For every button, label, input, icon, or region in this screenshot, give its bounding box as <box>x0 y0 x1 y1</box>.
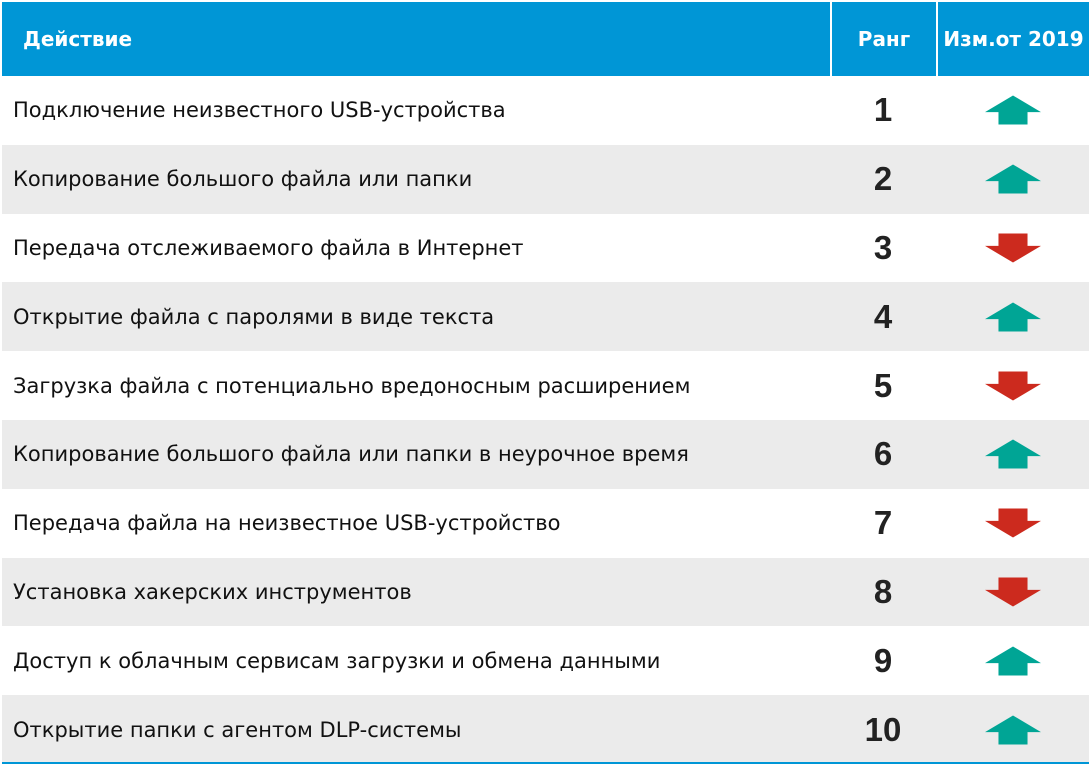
row-action: Загрузка файла с потенциально вредоносны… <box>13 373 691 398</box>
arrow-down-icon <box>984 233 1041 263</box>
arrow-down-icon <box>984 371 1041 401</box>
table-row: Загрузка файла с потенциально вредоносны… <box>2 351 1089 420</box>
row-action: Копирование большого файла или папки в н… <box>13 442 689 467</box>
arrow-up-icon <box>984 302 1041 332</box>
row-change <box>936 577 1089 607</box>
row-action: Передача файла на неизвестное USB-устрой… <box>13 511 561 536</box>
row-change <box>936 302 1089 332</box>
table-row: Открытие файла с паролями в виде текста 4 <box>2 282 1089 352</box>
row-rank: 7 <box>873 504 893 542</box>
row-action: Передача отслеживаемого файла в Интернет <box>13 235 524 260</box>
row-rank: 9 <box>873 641 893 679</box>
row-rank: 2 <box>873 160 893 198</box>
row-rank: 1 <box>873 91 893 129</box>
table-row: Открытие папки с агентом DLP-системы 10 <box>2 695 1089 764</box>
row-change <box>936 508 1089 538</box>
arrow-up-icon <box>984 715 1041 745</box>
table-row: Установка хакерских инструментов 8 <box>2 557 1089 627</box>
row-action: Установка хакерских инструментов <box>13 579 412 604</box>
row-action: Подключение неизвестного USB-устройства <box>13 98 506 123</box>
row-change <box>936 95 1089 125</box>
row-change <box>936 715 1089 745</box>
row-rank: 3 <box>873 228 893 266</box>
header-rank: Ранг <box>830 2 936 76</box>
row-change <box>936 371 1089 401</box>
row-action: Копирование большого файла или папки <box>13 167 473 192</box>
header-action: Действие <box>23 27 133 51</box>
row-rank: 6 <box>873 435 893 473</box>
arrow-down-icon <box>984 508 1041 538</box>
table-body: Подключение неизвестного USB-устройства 1… <box>2 76 1089 764</box>
row-change <box>936 439 1089 469</box>
arrow-up-icon <box>984 646 1041 676</box>
row-rank: 5 <box>873 366 893 404</box>
table-row: Копирование большого файла или папки 2 <box>2 144 1089 214</box>
arrow-up-icon <box>984 164 1041 194</box>
arrow-up-icon <box>984 439 1041 469</box>
row-rank: 10 <box>864 710 902 748</box>
row-change <box>936 164 1089 194</box>
row-rank: 8 <box>873 572 893 610</box>
row-action: Открытие файла с паролями в виде текста <box>13 304 495 329</box>
table-row: Передача отслеживаемого файла в Интернет… <box>2 213 1089 283</box>
arrow-up-icon <box>984 95 1041 125</box>
table-row: Копирование большого файла или папки в н… <box>2 419 1089 489</box>
table-bottom-border <box>2 762 1089 764</box>
table-row: Передача файла на неизвестное USB-устрой… <box>2 488 1089 558</box>
table-row: Доступ к облачным сервисам загрузки и об… <box>2 626 1089 696</box>
row-change <box>936 233 1089 263</box>
row-action: Открытие папки с агентом DLP-системы <box>13 717 462 742</box>
row-action: Доступ к облачным сервисам загрузки и об… <box>13 648 661 673</box>
row-change <box>936 646 1089 676</box>
arrow-down-icon <box>984 577 1041 607</box>
header-change: Изм.от 2019 <box>936 2 1089 76</box>
table-header: Действие Ранг Изм.от 2019 <box>2 2 1089 76</box>
row-rank: 4 <box>873 297 893 335</box>
table-row: Подключение неизвестного USB-устройства 1 <box>2 76 1089 145</box>
